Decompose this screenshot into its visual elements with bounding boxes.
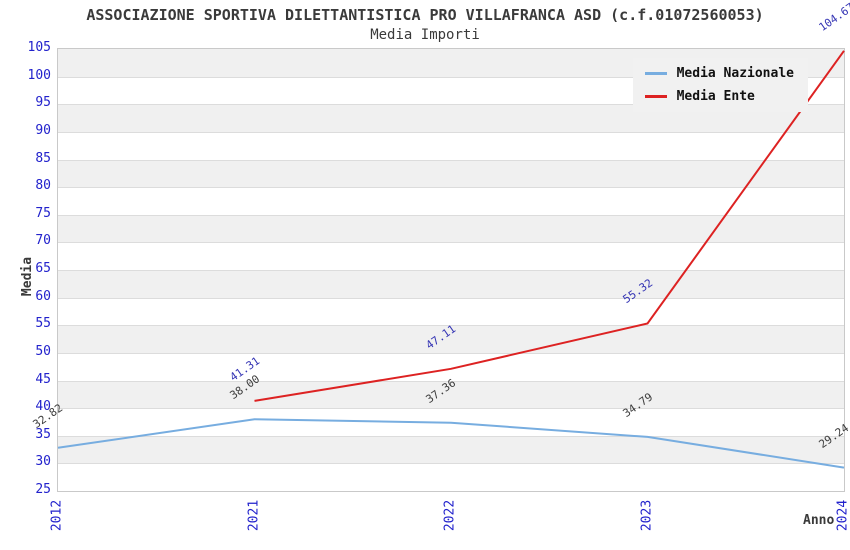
gridline	[58, 104, 844, 106]
y-tick-label: 100	[27, 67, 51, 83]
x-tick-label: 2023	[639, 499, 654, 532]
x-tick-label: 2012	[49, 499, 65, 532]
gridline	[58, 352, 844, 354]
gridline	[58, 214, 844, 216]
y-tick-label: 50	[35, 343, 51, 359]
y-tick-label: 55	[35, 316, 51, 332]
y-tick-label: 65	[35, 261, 51, 276]
grid-band	[58, 214, 844, 243]
y-tick-label: 30	[35, 454, 51, 470]
gridline	[58, 242, 844, 244]
legend-label-media-nazionale: Media Nazionale	[676, 66, 794, 81]
grid-band	[58, 187, 844, 215]
grid-band	[58, 297, 844, 326]
gridline	[58, 187, 844, 189]
grid-band	[58, 131, 844, 160]
grid-band	[58, 352, 844, 381]
gridline	[58, 76, 844, 78]
gridline	[58, 270, 844, 271]
y-tick-label: 40	[35, 399, 51, 415]
legend-label-media-ente: Media Ente	[676, 89, 755, 104]
grid-band	[58, 270, 844, 298]
gridline	[58, 435, 844, 437]
y-tick-label: 85	[35, 150, 51, 166]
y-tick-label: 75	[35, 205, 51, 221]
line-series-svg	[57, 50, 845, 469]
y-tick-label: 95	[35, 95, 51, 111]
grid-band	[58, 325, 844, 353]
grid-band	[58, 242, 844, 270]
y-tick-label: 45	[35, 371, 51, 387]
y-tick-label: 25	[35, 482, 51, 497]
y-tick-label: 105	[27, 40, 51, 55]
x-axis-title: Anno	[803, 513, 835, 528]
gridline	[58, 159, 844, 161]
series-line-media-ente	[254, 50, 845, 402]
chart-subtitle: Media Importi	[370, 27, 480, 43]
x-tick-label: 2022	[442, 499, 458, 532]
gridline	[58, 297, 844, 299]
plot-area: 32.82 38.00 37.36 34.79 29.24 41.31 47.11 55.32…	[31, 0, 850, 492]
y-tick-label: 70	[35, 233, 51, 249]
legend-swatch-media-nazionale	[644, 72, 667, 75]
x-tick-label: 2021	[246, 499, 261, 532]
y-tick-label: 35	[35, 426, 51, 442]
y-tick-label: 80	[35, 178, 51, 194]
gridline	[58, 325, 844, 327]
y-tick-label: 90	[35, 122, 51, 138]
legend-item-media-ente: Media Ente	[644, 89, 794, 104]
gridline	[58, 408, 844, 410]
y-tick-label: 60	[35, 288, 51, 304]
legend: Media Nazionale Media Ente	[632, 58, 808, 112]
gridline	[58, 463, 844, 465]
legend-item-media-nazionale: Media Nazionale	[644, 66, 794, 81]
series-line-media-nazionale	[57, 418, 845, 469]
chart-title: ASSOCIAZIONE SPORTIVA DILETTANTISTICA PR…	[86, 6, 764, 24]
grid-band	[58, 463, 844, 491]
grid-band	[58, 380, 844, 409]
x-tick-label: 2024	[835, 499, 850, 532]
legend-swatch-media-ente	[644, 95, 667, 98]
gridline	[58, 380, 844, 382]
gridline	[58, 131, 844, 133]
grid-band	[58, 159, 844, 188]
grid-band	[58, 435, 844, 464]
